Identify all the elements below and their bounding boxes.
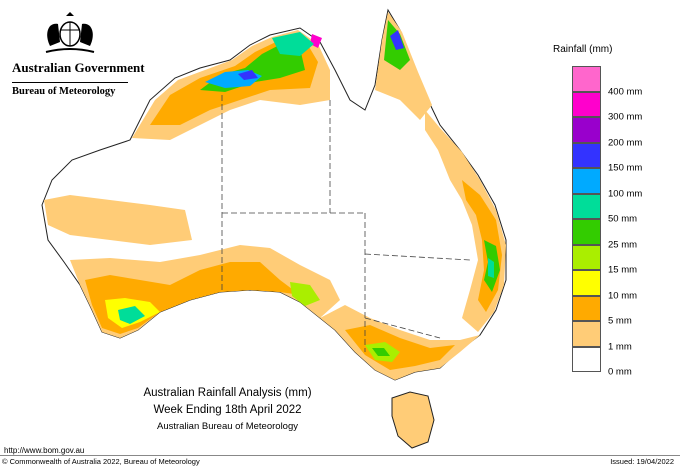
legend-swatch (572, 66, 601, 92)
government-title: Australian Government (12, 60, 145, 75)
legend-swatch (572, 244, 601, 270)
legend-swatch (572, 295, 601, 321)
copyright-text: © Commonwealth of Australia 2022, Bureau… (2, 457, 200, 466)
legend-swatch (572, 346, 601, 372)
legend-label: 300 mm (608, 111, 643, 123)
rain-capeyork-150mm (390, 30, 404, 50)
legend-swatch (572, 321, 601, 347)
legend-label: 0 mm (608, 366, 632, 378)
rain-nsw-coast-50mm (488, 258, 494, 278)
tasmania-outline (391, 391, 435, 449)
legend-swatch (572, 270, 601, 296)
legend-label: 15 mm (608, 264, 638, 276)
legend-label: 150 mm (608, 162, 643, 174)
legend-label: 1 mm (608, 341, 632, 352)
legend-label: 25 mm (608, 239, 638, 250)
rain-vic-5mm (345, 325, 455, 370)
legend-title: Rainfall (mm) (553, 44, 613, 55)
legend-swatch (572, 142, 601, 168)
legend-label: 50 mm (608, 213, 638, 225)
state-borders (221, 95, 471, 352)
rain-nt-green (272, 32, 314, 56)
map-source: Australian Bureau of Meteorology (157, 421, 298, 432)
legend-label: 100 mm (608, 188, 643, 199)
legend-swatch (572, 168, 601, 194)
map-period: Week Ending 18th April 2022 (153, 404, 302, 416)
legend-label: 200 mm (608, 137, 643, 148)
legend-label: 5 mm (608, 315, 632, 327)
legend-swatch (572, 219, 601, 245)
government-branding: Australian Government Bureau of Meteorol… (12, 60, 145, 97)
legend-label: 400 mm (608, 86, 643, 97)
map-title: Australian Rainfall Analysis (mm) (143, 387, 312, 399)
rain-sa-15mm (290, 282, 320, 306)
footer-divider (0, 455, 680, 456)
legend-label: 10 mm (608, 290, 638, 301)
rain-sw-50mm (118, 306, 145, 324)
bom-url: http://www.bom.gov.au (4, 446, 85, 455)
coat-of-arms-icon (45, 12, 95, 53)
legend-swatch (572, 117, 601, 143)
legend-swatch (572, 91, 601, 117)
rain-central-band (44, 195, 192, 245)
rain-north-150mm (238, 70, 258, 80)
issued-date: Issued: 19/04/2022 (610, 457, 674, 466)
bureau-title: Bureau of Meteorology (12, 82, 128, 97)
legend-swatch (572, 193, 601, 219)
rain-vic-25mm (372, 348, 390, 356)
